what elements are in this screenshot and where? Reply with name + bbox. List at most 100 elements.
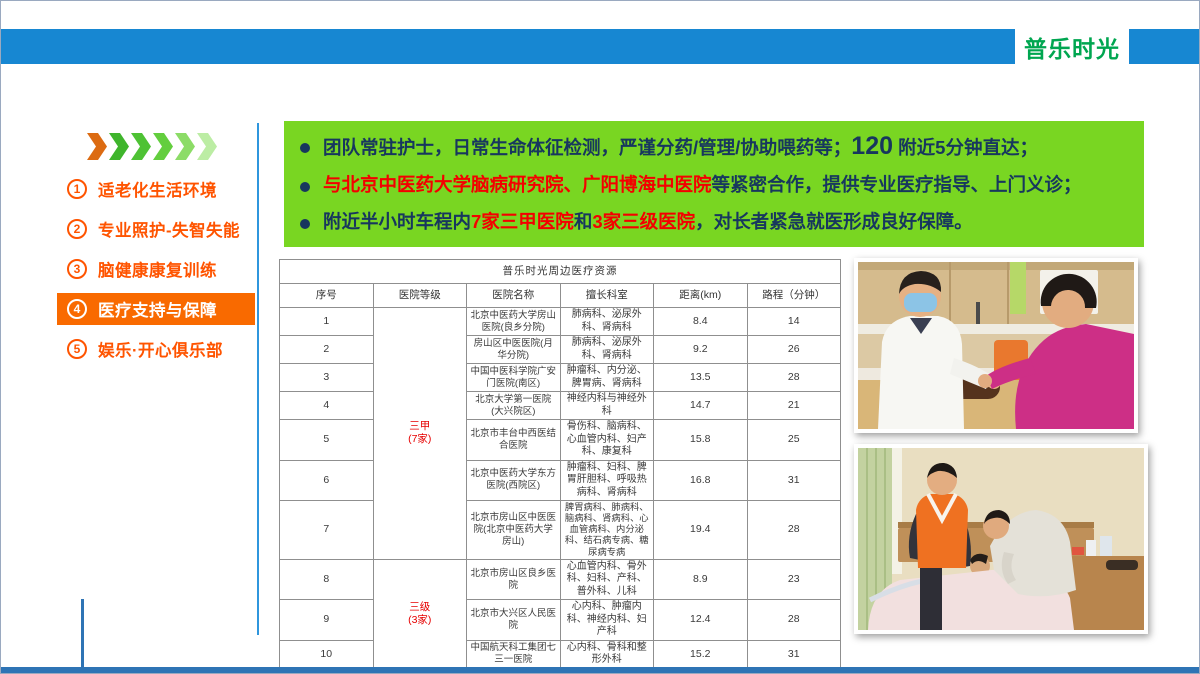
table-row: 1 三甲 (7家) 北京中医药大学房山医院(良乡分院) 肺病科、泌尿外科、肾病科 8.4 1… xyxy=(279,307,841,560)
cell-distance: 13.5 xyxy=(653,363,748,392)
sidebar-item[interactable]: 5 娱乐·开心俱乐部 xyxy=(57,333,255,365)
table-row: 5 北京市丰台中西医结合医院 骨伤科、脑病科、心血管内科、妇产科、康复科 15.8 25 xyxy=(279,419,841,461)
hospital-table-wrap: 普乐时光周边医疗资源 序号 医院等级 医院名称 擅长科室 距离(km) 路程（分钟） 1 三… xyxy=(279,259,841,673)
brand-title: 普乐时光 xyxy=(1024,35,1120,62)
cell-seq: 4 xyxy=(279,391,374,420)
table-row: 9 北京市大兴区人民医院 心内科、肿瘤内科、神经内科、妇产科 12.4 28 xyxy=(279,599,841,641)
bullet-text-segment: 等紧密合作，提供专业医疗指导、上门义诊； xyxy=(711,173,1082,195)
cell-specialty: 肺病科、泌尿外科、肾病科 xyxy=(559,335,654,364)
chevron-arrow-icon xyxy=(109,133,129,160)
cell-seq: 2 xyxy=(279,335,374,364)
progress-arrows xyxy=(87,133,217,160)
highlight-bullets: 团队常驻护士，日常生命体征检测，严谨分药/管理/协助喂药等；120 附近5分钟直… xyxy=(284,121,1144,247)
sidebar-item-label: 医疗支持与保障 xyxy=(98,302,217,320)
grade-count: (3家) xyxy=(408,613,432,626)
cell-seq: 6 xyxy=(279,459,374,501)
sidebar-item-label: 专业照护-失智失能 xyxy=(98,222,240,240)
bullet-text-segment: 和 xyxy=(573,210,593,232)
item-number-badge: 5 xyxy=(67,339,87,359)
photo-bedside-care xyxy=(854,444,1148,634)
cell-time: 14 xyxy=(746,307,841,336)
bottom-left-accent-line xyxy=(81,599,84,669)
sidebar-item-label: 脑健康康复训练 xyxy=(98,262,217,280)
column-header: 路程（分钟） xyxy=(746,283,841,308)
bullet-text: 附近半小时车程内7家三甲医院和3家三级医院，对长者紧急就医形成良好保障。 xyxy=(323,210,973,234)
bullet-item: 附近半小时车程内7家三甲医院和3家三级医院，对长者紧急就医形成良好保障。 xyxy=(300,210,1132,234)
cell-specialty: 骨伤科、脑病科、心血管内科、妇产科、康复科 xyxy=(559,419,654,461)
cell-time: 26 xyxy=(746,335,841,364)
bullet-text-segment: 3家三级医院 xyxy=(592,210,696,232)
bullet-text-segment: 团队常驻护士，日常生命体征检测，严谨分药/管理/协助喂药等； xyxy=(323,137,852,159)
grade-label: 三甲 xyxy=(409,420,431,433)
photo-doctor-consultation xyxy=(854,258,1138,433)
table-row: 8 三级 (3家) 北京市房山区良乡医院 心血管内科、骨外科、妇科、产科、普外科、儿科 8… xyxy=(279,558,841,669)
cell-seq: 9 xyxy=(279,599,374,641)
bullet-text: 团队常驻护士，日常生命体征检测，严谨分药/管理/协助喂药等；120 附近5分钟直… xyxy=(323,134,1038,160)
bullet-dot-icon xyxy=(300,143,310,154)
cell-seq: 1 xyxy=(279,307,374,336)
sidebar-item-label: 适老化生活环境 xyxy=(98,182,217,200)
cell-time: 23 xyxy=(746,558,841,601)
chevron-arrow-icon xyxy=(153,133,173,160)
bullet-text-segment: 附近5分钟直达； xyxy=(893,137,1038,159)
cell-time: 31 xyxy=(746,639,841,669)
item-number-badge: 3 xyxy=(67,259,87,279)
table-row: 2 房山区中医医院(月华分院) 肺病科、泌尿外科、肾病科 9.2 26 xyxy=(279,335,841,364)
bullet-dot-icon xyxy=(300,181,310,192)
specialty-line: 心内科、骨科和整形外科 xyxy=(566,641,647,666)
cell-hospital-name: 北京市房山区中医医院(北京中医药大学房山) xyxy=(466,500,561,560)
cell-specialty: 脾胃病科、肺病科、脑病科、肾病科、心血管病科、内分泌科、结石病专病、糖尿病专病 xyxy=(559,500,654,560)
specialty-line: 神经内科与神经外科 xyxy=(566,393,647,417)
sidebar-item[interactable]: 3 脑健康康复训练 xyxy=(57,253,255,285)
hospital-table-body: 1 三甲 (7家) 北京中医药大学房山医院(良乡分院) 肺病科、泌尿外科、肾病科 8.4 1… xyxy=(279,307,841,673)
cell-time: 31 xyxy=(746,459,841,501)
cell-distance: 12.4 xyxy=(653,599,748,641)
grade-label: 三级 xyxy=(409,600,431,613)
specialty-line: 肺病科、泌尿外科、肾病科 xyxy=(571,337,642,361)
top-bar-right xyxy=(1129,29,1199,64)
sidebar-menu: 1 适老化生活环境 2 专业照护-失智失能 3 脑健康康复训练 4 医疗支持与保障 5 娱乐·开心… xyxy=(57,173,255,365)
cell-hospital-name: 北京市房山区良乡医院 xyxy=(466,558,561,601)
cell-seq: 10 xyxy=(279,639,374,669)
specialty-line: 心内科、肿瘤内科、神经内科、妇产科 xyxy=(566,601,647,638)
bullet-item: 与北京中医药大学脑病研究院、广阳博海中医院等紧密合作，提供专业医疗指导、上门义诊… xyxy=(300,173,1132,197)
cell-hospital-name: 中国中医科学院广安门医院(南区) xyxy=(466,363,561,392)
cell-hospital-name: 中国航天科工集团七三一医院 xyxy=(466,639,561,669)
bullet-dot-icon xyxy=(300,218,310,229)
hospital-table-head: 普乐时光周边医疗资源 序号 医院等级 医院名称 擅长科室 距离(km) 路程（分钟） xyxy=(279,259,841,308)
top-bar-left xyxy=(1,29,1015,64)
cell-specialty: 肿瘤科、妇科、脾胃肝胆科、呼吸热病科、肾病科 xyxy=(559,459,654,501)
table-row: 4 北京大学第一医院(大兴院区) 神经内科与神经外科 14.7 21 xyxy=(279,391,841,420)
cell-distance: 14.7 xyxy=(653,391,748,420)
table-header-row: 序号 医院等级 医院名称 擅长科室 距离(km) 路程（分钟） xyxy=(279,283,841,308)
chevron-arrow-icon xyxy=(87,133,107,160)
cell-distance: 15.8 xyxy=(653,419,748,461)
cell-time: 28 xyxy=(746,599,841,641)
sidebar-item[interactable]: 2 专业照护-失智失能 xyxy=(57,213,255,245)
cell-hospital-name: 北京中医药大学东方医院(西院区) xyxy=(466,459,561,501)
sidebar-item[interactable]: 1 适老化生活环境 xyxy=(57,173,255,205)
column-header: 医院名称 xyxy=(466,283,561,308)
table-title: 普乐时光周边医疗资源 xyxy=(279,259,841,284)
cell-distance: 9.2 xyxy=(653,335,748,364)
cell-seq: 8 xyxy=(279,558,374,601)
item-number-badge: 4 xyxy=(67,299,87,319)
chevron-arrow-icon xyxy=(131,133,151,160)
specialty-line: 肿瘤科、内分泌、脾胃病、肾病科 xyxy=(566,365,647,389)
bullet-text-segment: 120 xyxy=(851,132,894,161)
cell-hospital-name: 北京中医药大学房山医院(良乡分院) xyxy=(466,307,561,336)
sidebar-item-label: 娱乐·开心俱乐部 xyxy=(98,342,223,360)
chevron-arrow-icon xyxy=(175,133,195,160)
cell-specialty: 神经内科与神经外科 xyxy=(559,391,654,420)
bottom-bar xyxy=(1,667,1199,673)
sidebar-item[interactable]: 4 医疗支持与保障 xyxy=(57,293,255,325)
cell-specialty: 肺病科、泌尿外科、肾病科 xyxy=(559,307,654,336)
table-row: 6 北京中医药大学东方医院(西院区) 肿瘤科、妇科、脾胃肝胆科、呼吸热病科、肾病科 1… xyxy=(279,459,841,501)
item-number-badge: 1 xyxy=(67,179,87,199)
cell-time: 28 xyxy=(746,363,841,392)
cell-distance: 16.8 xyxy=(653,459,748,501)
column-header: 擅长科室 xyxy=(559,283,654,308)
cell-hospital-name: 北京市大兴区人民医院 xyxy=(466,599,561,641)
item-number-badge: 2 xyxy=(67,219,87,239)
